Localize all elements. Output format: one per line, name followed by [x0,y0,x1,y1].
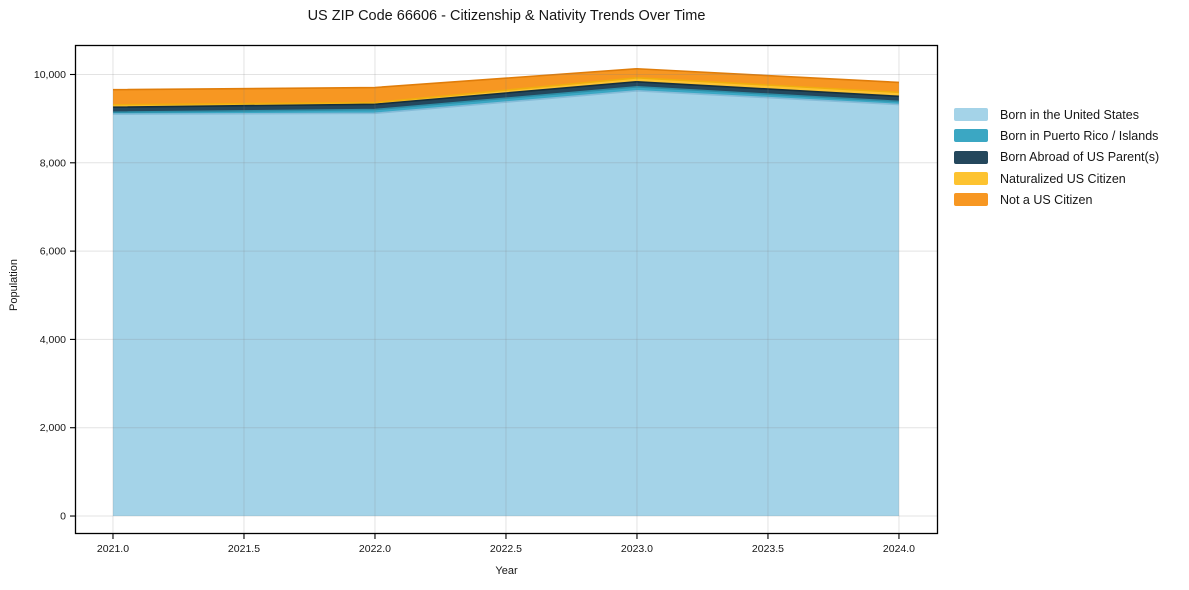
x-axis-label: Year [495,565,518,577]
area-series-1 [112,90,899,517]
x-tick-label-3: 2022.5 [490,543,522,555]
x-tick-label-4: 2023.0 [621,543,653,555]
legend-label-3: Born Abroad of US Parent(s) [1000,150,1160,165]
y-tick-label-0: 0 [60,511,66,523]
legend-item-5: Not a US Citizen [954,189,1159,210]
y-tick-label-5: 10,000 [34,69,66,81]
x-tick-label-2: 2022.0 [359,543,391,555]
legend-swatch-5 [954,193,988,207]
y-tick-label-2: 4,000 [40,334,66,346]
legend: Born in the United States Born in Puerto … [954,104,1159,210]
area-edge-3 [112,80,900,108]
legend-swatch-1 [954,108,988,122]
plot-border [74,44,939,535]
x-tick-label-5: 2023.5 [752,543,784,555]
chart-title: US ZIP Code 66606 - Citizenship & Nativi… [307,8,706,24]
area-edge-5 [112,67,900,91]
y-tick-label-4: 8,000 [40,157,66,169]
x-tick-label-0: 2021.0 [97,543,129,555]
legend-item-4: Naturalized US Citizen [954,168,1159,189]
area-edge-2 [112,86,900,114]
area-series-5 [112,68,899,105]
y-tick-label-1: 2,000 [40,422,66,434]
legend-item-2: Born in Puerto Rico / Islands [954,125,1159,146]
area-edge-4 [112,77,900,106]
x-tick-label-6: 2024.0 [883,543,915,555]
area-edge-1 [112,90,900,116]
y-tick-label-3: 6,000 [40,246,66,258]
legend-label-2: Born in Puerto Rico / Islands [1000,128,1159,143]
legend-swatch-2 [954,129,988,143]
area-series-3 [112,81,899,113]
x-tick-label-1: 2021.5 [228,543,260,555]
legend-label-1: Born in the United States [1000,107,1139,122]
legend-label-5: Not a US Citizen [1000,192,1093,207]
legend-item-3: Born Abroad of US Parent(s) [954,147,1159,168]
legend-label-4: Naturalized US Citizen [1000,171,1126,186]
legend-swatch-4 [954,172,988,186]
legend-swatch-3 [954,150,988,164]
legend-item-1: Born in the United States [954,104,1159,125]
